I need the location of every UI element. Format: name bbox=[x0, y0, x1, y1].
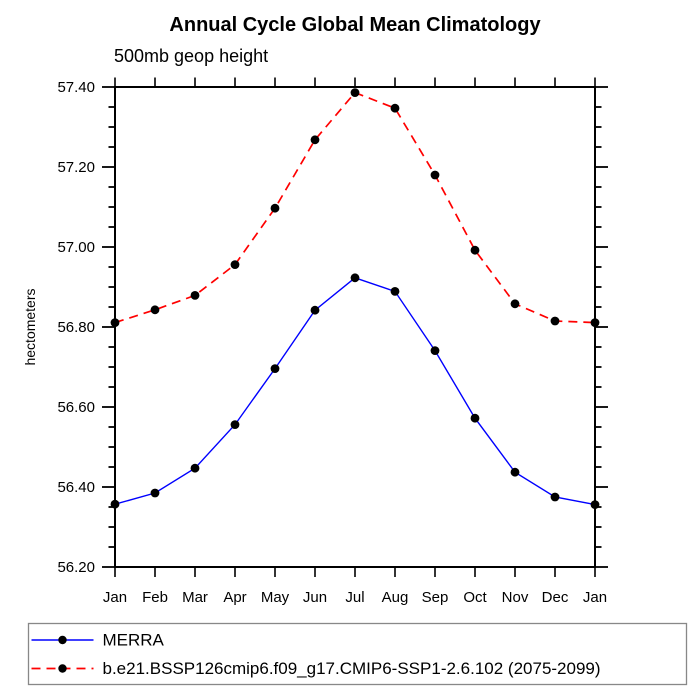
data-point-marker bbox=[190, 463, 200, 473]
data-point-marker bbox=[230, 420, 240, 429]
chart-title: Annual Cycle Global Mean Climatology bbox=[169, 14, 541, 36]
data-point-marker bbox=[550, 492, 560, 502]
data-point-marker bbox=[590, 318, 600, 327]
y-tick-label: 56.40 bbox=[57, 479, 95, 496]
legend-marker-1 bbox=[58, 664, 67, 673]
chart-subtitle: 500mb geop height bbox=[114, 46, 269, 66]
data-point-marker bbox=[470, 245, 480, 255]
legend-label-1: b.e21.BSSP126cmip6.f09_g17.CMIP6-SSP1-2.… bbox=[103, 659, 601, 678]
x-tick-label: Jan bbox=[103, 589, 127, 606]
data-point-marker bbox=[390, 103, 400, 113]
data-point-marker bbox=[270, 203, 280, 213]
y-tick-label: 57.00 bbox=[57, 239, 95, 256]
data-point-marker bbox=[150, 305, 160, 315]
data-point-marker bbox=[230, 260, 240, 269]
x-tick-label: Oct bbox=[463, 589, 487, 606]
data-point-marker bbox=[550, 316, 560, 326]
x-tick-label: Jun bbox=[303, 589, 327, 606]
data-point-marker bbox=[350, 273, 360, 283]
y-tick-label: 56.20 bbox=[57, 559, 95, 576]
data-point-marker bbox=[270, 364, 280, 373]
x-tick-label: Jan bbox=[583, 589, 607, 606]
y-axis-title: hectometers bbox=[22, 288, 38, 366]
plot-frame bbox=[114, 86, 596, 568]
data-point-marker bbox=[470, 413, 480, 423]
y-tick-label: 57.20 bbox=[57, 159, 95, 176]
x-tick-label: May bbox=[261, 589, 290, 606]
data-point-marker bbox=[510, 299, 520, 309]
data-point-marker bbox=[390, 287, 400, 296]
data-point-marker bbox=[310, 135, 320, 145]
y-tick-label: 56.80 bbox=[57, 319, 95, 336]
x-tick-label: Mar bbox=[182, 589, 208, 606]
x-tick-label: Apr bbox=[223, 589, 246, 606]
data-point-marker bbox=[430, 170, 440, 180]
x-tick-label: Aug bbox=[382, 589, 409, 606]
x-tick-label: Sep bbox=[422, 589, 449, 606]
data-point-marker bbox=[350, 88, 360, 97]
x-tick-label: Dec bbox=[542, 589, 569, 606]
x-tick-label: Jul bbox=[345, 589, 364, 606]
data-point-marker bbox=[190, 291, 200, 300]
data-point-marker bbox=[590, 500, 600, 509]
data-point-marker bbox=[110, 318, 120, 327]
x-tick-label: Feb bbox=[142, 589, 168, 606]
data-point-marker bbox=[430, 346, 440, 355]
data-point-marker bbox=[110, 499, 120, 509]
series-line-0 bbox=[114, 277, 596, 506]
legend-label-0: MERRA bbox=[103, 631, 165, 650]
legend-marker-0 bbox=[58, 635, 67, 645]
x-tick-label: Nov bbox=[502, 589, 529, 606]
data-point-marker bbox=[150, 488, 160, 498]
series-line-1 bbox=[114, 91, 596, 324]
data-point-marker bbox=[510, 467, 520, 477]
y-tick-label: 57.40 bbox=[57, 79, 95, 96]
data-point-marker bbox=[310, 305, 320, 315]
y-tick-label: 56.60 bbox=[57, 399, 95, 416]
legend-box bbox=[27, 622, 688, 686]
